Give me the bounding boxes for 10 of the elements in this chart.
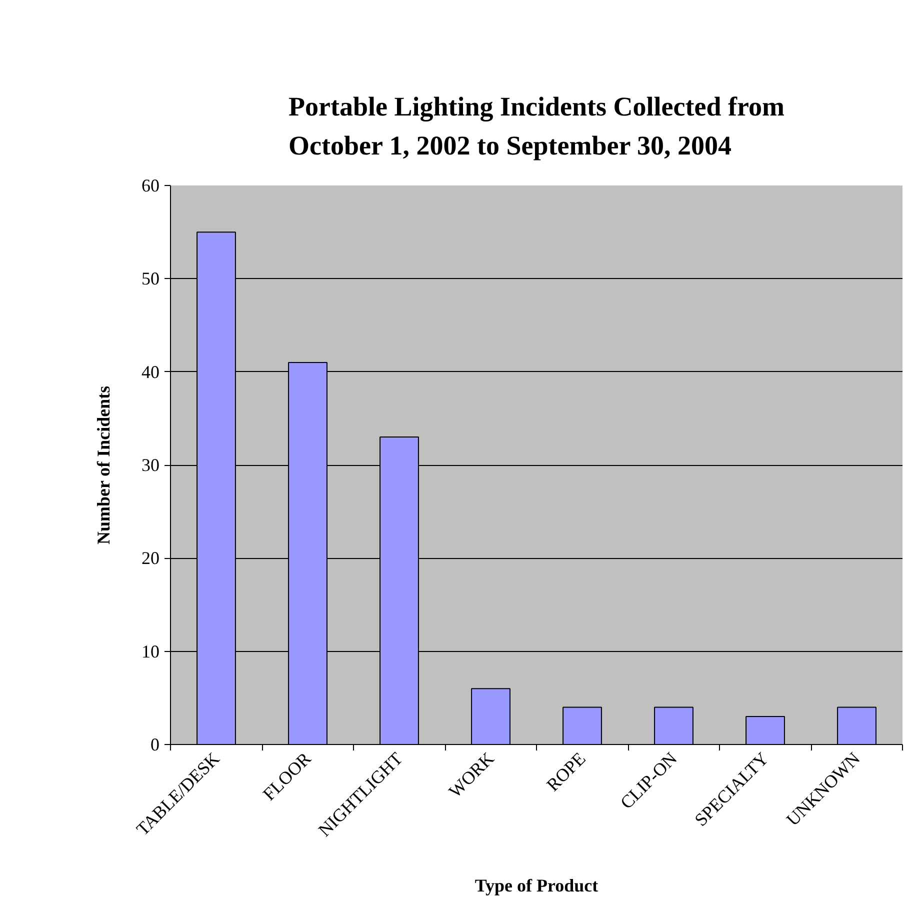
y-axis-title: Number of Incidents — [94, 386, 114, 544]
chart-title: Portable Lighting Incidents Collected from October 1, 2002 to September 30, 2004 — [288, 92, 785, 160]
y-tick-label: 60 — [142, 176, 160, 196]
y-tick-label: 50 — [142, 268, 160, 289]
y-tick-label: 10 — [142, 641, 160, 662]
y-tick-label: 30 — [142, 455, 160, 475]
y-tick-label: 20 — [142, 548, 160, 568]
y-tick-label: 0 — [150, 734, 160, 754]
y-tick-label: 40 — [142, 362, 160, 382]
x-axis-title: Type of Product — [474, 875, 598, 896]
